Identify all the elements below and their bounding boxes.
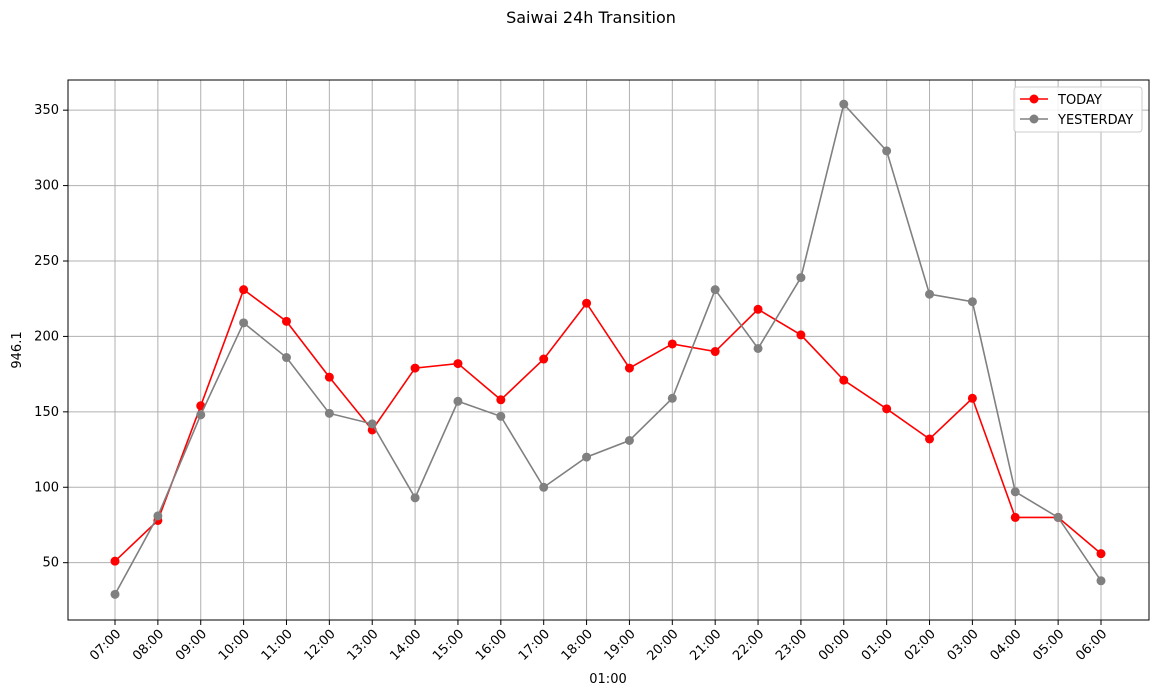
data-point xyxy=(539,354,549,364)
x-tick-label: 04:00 xyxy=(987,627,1024,664)
data-point xyxy=(1053,512,1063,522)
legend-item: TODAY xyxy=(1020,93,1102,108)
data-point xyxy=(710,347,720,357)
x-tick-label: 07:00 xyxy=(87,627,124,664)
x-tick-label: 06:00 xyxy=(1073,627,1110,664)
series-line xyxy=(114,288,1102,562)
data-point xyxy=(753,343,763,353)
data-point xyxy=(967,393,977,403)
x-tick-label: 23:00 xyxy=(773,627,810,664)
data-point xyxy=(1010,512,1020,522)
plot-area xyxy=(67,79,1150,621)
x-tick-label: 19:00 xyxy=(602,627,639,664)
legend: TODAY YESTERDAY xyxy=(1013,86,1143,133)
data-point xyxy=(1096,549,1106,559)
x-tick-label: 02:00 xyxy=(902,627,939,664)
data-point xyxy=(453,396,463,406)
data-point xyxy=(667,339,677,349)
legend-marker xyxy=(1029,114,1039,124)
x-tick-label: 01:00 xyxy=(859,627,896,664)
x-tick-label: 16:00 xyxy=(473,627,510,664)
data-point xyxy=(367,419,377,429)
data-point xyxy=(410,363,420,373)
data-point xyxy=(324,372,334,382)
data-point xyxy=(539,482,549,492)
data-point xyxy=(281,316,291,326)
data-point xyxy=(324,408,334,418)
y-tick-label: 200 xyxy=(34,329,59,344)
x-tick-label: 14:00 xyxy=(387,627,424,664)
data-point xyxy=(582,298,592,308)
data-point xyxy=(839,375,849,385)
data-point xyxy=(239,318,249,328)
data-point xyxy=(624,436,634,446)
data-point xyxy=(110,556,120,566)
y-tick-label: 50 xyxy=(42,556,59,571)
x-tick-label: 10:00 xyxy=(216,627,253,664)
x-tick-label: 05:00 xyxy=(1030,627,1067,664)
data-point xyxy=(453,359,463,369)
x-tick-label: 18:00 xyxy=(559,627,596,664)
data-point xyxy=(882,404,892,414)
series-today xyxy=(110,285,1106,566)
y-axis-label: 946.1 xyxy=(10,331,25,368)
x-tick-label: 08:00 xyxy=(130,627,167,664)
x-tick-label: 15:00 xyxy=(430,627,467,664)
data-point xyxy=(496,395,506,405)
data-point xyxy=(196,401,206,411)
data-point xyxy=(110,589,120,599)
data-point xyxy=(1096,576,1106,586)
data-point xyxy=(753,304,763,314)
data-point xyxy=(796,273,806,283)
x-tick-label: 21:00 xyxy=(687,627,724,664)
data-point xyxy=(667,393,677,403)
x-tick-label: 17:00 xyxy=(516,627,553,664)
y-tick-label: 100 xyxy=(34,480,59,495)
x-tick-label: 03:00 xyxy=(945,627,982,664)
legend-label: YESTERDAY xyxy=(1057,113,1133,128)
x-tick-label: 12:00 xyxy=(302,627,339,664)
x-tick-label: 20:00 xyxy=(645,627,682,664)
x-axis-label: 01:00 xyxy=(589,672,626,687)
series-lines xyxy=(110,99,1106,599)
x-tick-label: 09:00 xyxy=(173,627,210,664)
chart-title: Saiwai 24h Transition xyxy=(506,8,676,27)
data-point xyxy=(967,297,977,307)
data-point xyxy=(196,410,206,420)
data-point xyxy=(624,363,634,373)
legend-label: TODAY xyxy=(1057,93,1102,108)
data-point xyxy=(925,434,935,444)
y-tick-label: 300 xyxy=(34,179,59,194)
legend-marker xyxy=(1029,94,1039,104)
data-point xyxy=(153,511,163,521)
data-point xyxy=(281,353,291,363)
data-point xyxy=(882,146,892,156)
data-point xyxy=(496,411,506,421)
grid xyxy=(68,80,1149,620)
x-tick-label: 11:00 xyxy=(259,627,296,664)
data-point xyxy=(839,99,849,109)
data-point xyxy=(410,493,420,503)
y-tick-label: 350 xyxy=(34,103,59,118)
series-yesterday xyxy=(110,99,1106,599)
data-point xyxy=(710,285,720,295)
y-tick-label: 250 xyxy=(34,254,59,269)
data-point xyxy=(239,285,249,295)
data-point xyxy=(796,330,806,340)
axes: 07:00 08:00 09:00 10:00 11:00 12:00 13:00 14:00… xyxy=(34,103,1110,664)
series-line xyxy=(114,102,1102,595)
x-tick-label: 13:00 xyxy=(344,627,381,664)
x-tick-label: 00:00 xyxy=(816,627,853,664)
data-point xyxy=(925,289,935,299)
data-point xyxy=(1010,487,1020,497)
data-point xyxy=(582,452,592,462)
legend-item: YESTERDAY xyxy=(1020,113,1133,128)
y-tick-label: 150 xyxy=(34,405,59,420)
x-tick-label: 22:00 xyxy=(730,627,767,664)
